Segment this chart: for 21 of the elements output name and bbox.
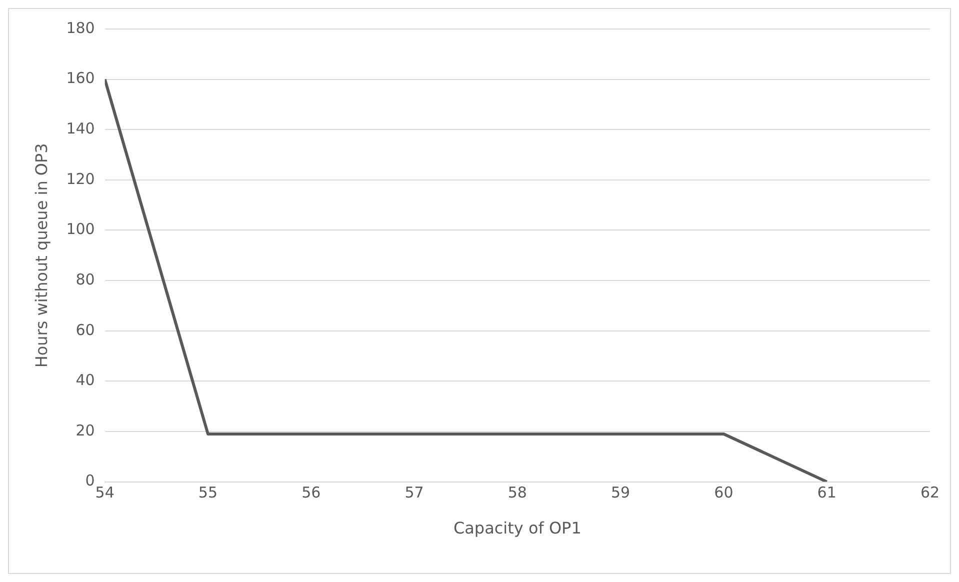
y-tick-label: 100 xyxy=(66,220,95,238)
y-tick-label: 40 xyxy=(76,371,95,390)
y-tick-label: 0 xyxy=(85,472,95,490)
x-tick-label: 54 xyxy=(95,484,114,502)
x-tick-label: 56 xyxy=(302,484,321,502)
x-tick-label: 57 xyxy=(404,484,424,502)
x-tick-label: 62 xyxy=(920,484,940,502)
y-tick-label: 20 xyxy=(76,421,95,440)
y-tick-label: 80 xyxy=(76,270,95,288)
y-tick-label: 180 xyxy=(66,18,95,37)
y-axis-title: Hours without queue in OP3 xyxy=(32,143,51,368)
x-tick-label: 59 xyxy=(611,484,630,502)
y-tick-label: 140 xyxy=(66,120,95,138)
y-tick-label: 60 xyxy=(76,320,95,339)
x-tick-label: 58 xyxy=(508,484,527,502)
x-tick-label: 60 xyxy=(714,484,734,502)
x-tick-label: 61 xyxy=(817,484,836,502)
x-axis-title: Capacity of OP1 xyxy=(453,518,582,538)
x-tick-label: 55 xyxy=(198,484,218,502)
y-tick-label: 160 xyxy=(66,69,95,88)
y-tick-label: 120 xyxy=(66,170,95,188)
